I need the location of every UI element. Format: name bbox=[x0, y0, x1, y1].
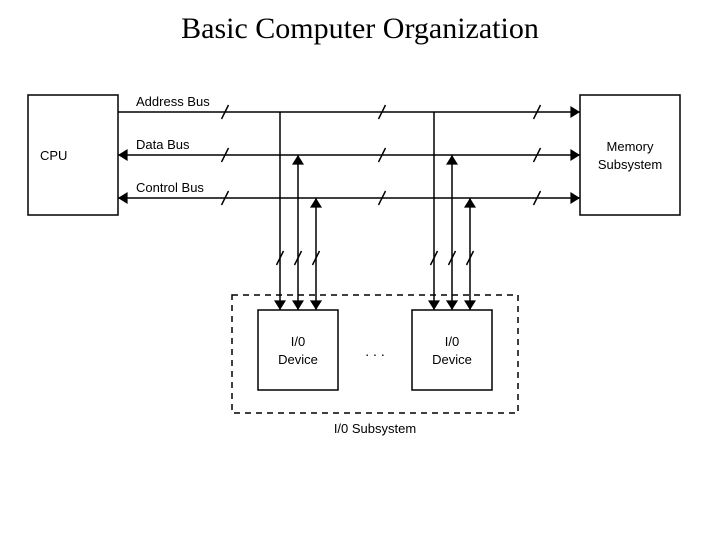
svg-text:I/0: I/0 bbox=[445, 334, 459, 349]
svg-text:Subsystem: Subsystem bbox=[598, 157, 662, 172]
svg-text:I/0 Subsystem: I/0 Subsystem bbox=[334, 421, 416, 436]
svg-text:Data Bus: Data Bus bbox=[136, 137, 190, 152]
svg-text:Memory: Memory bbox=[607, 139, 654, 154]
diagram-canvas: CPU Memory Subsystem Address Bus Data Bus Con… bbox=[0, 0, 720, 540]
svg-text:I/0: I/0 bbox=[291, 334, 305, 349]
svg-text:Control Bus: Control Bus bbox=[136, 180, 204, 195]
svg-text:. . .: . . . bbox=[365, 343, 384, 359]
svg-text:Device: Device bbox=[432, 352, 472, 367]
svg-text:Device: Device bbox=[278, 352, 318, 367]
svg-text:Address Bus: Address Bus bbox=[136, 94, 210, 109]
svg-text:CPU: CPU bbox=[40, 148, 67, 163]
